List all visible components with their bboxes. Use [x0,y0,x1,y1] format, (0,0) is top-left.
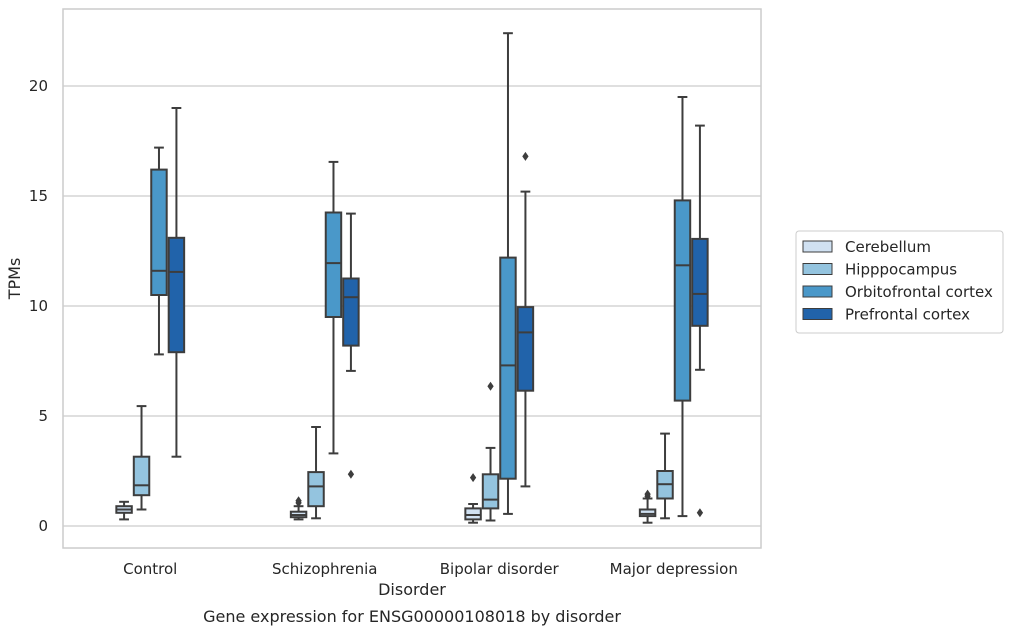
x-tick-labels: Control Schizophrenia Bipolar disorder Majo… [123,560,738,578]
box-iqr [464,507,482,521]
legend-label: Orbitofrontal cortex [845,283,993,301]
x-tick-label: Schizophrenia [272,560,377,578]
box-cerebellum [289,496,308,521]
box-orbitofrontal-cortex [150,146,168,356]
box-hipppocampus [481,381,500,522]
box-iqr [150,168,168,297]
box-iqr [516,306,535,392]
plot-area-frame [62,8,762,549]
box-hipppocampus [132,405,151,511]
outlier-point [696,508,704,518]
box-cerebellum [115,500,133,521]
y-axis-title: TPMs [5,258,24,301]
outlier-point [644,489,651,499]
outlier-point [469,473,477,483]
box-iqr [307,471,325,508]
boxes [115,32,709,524]
box-iqr [167,236,186,354]
box-prefrontal-cortex [691,124,709,518]
y-tick-label: 0 [38,517,48,535]
outlier-point [487,381,494,391]
y-tick-label: 20 [29,77,48,95]
legend: Cerebellum Hipppocampus Orbitofrontal cort… [795,230,1004,334]
box-iqr [342,277,360,347]
outlier-point [295,496,302,506]
legend-label: Hipppocampus [845,261,957,279]
box-iqr [499,256,517,480]
legend-swatch [802,263,833,275]
legend-label: Prefrontal cortex [845,306,970,324]
box-prefrontal-cortex [342,212,360,479]
box-orbitofrontal-cortex [673,96,692,518]
box-hipppocampus [656,432,674,520]
x-tick-label: Bipolar disorder [440,560,560,578]
legend-swatch [802,285,833,298]
x-tick-label: Control [123,560,177,578]
legend-swatch [802,308,833,320]
box-iqr [324,211,343,318]
box-iqr [132,455,151,497]
box-cerebellum [464,473,482,524]
x-axis-title: Disorder [378,580,446,599]
y-tick-label: 5 [38,407,48,425]
y-tick-labels: 0 5 10 15 20 [29,77,48,535]
box-orbitofrontal-cortex [499,32,517,515]
legend-label: Cerebellum [845,238,931,256]
outlier-point [522,151,529,161]
box-iqr [638,508,657,518]
legend-swatch [802,240,833,253]
outlier-point [347,469,355,479]
x-tick-label: Major depression [610,560,738,578]
y-tick-label: 15 [29,187,48,205]
box-iqr [673,199,692,402]
box-hipppocampus [307,426,325,520]
box-orbitofrontal-cortex [324,160,343,455]
box-cerebellum [638,489,657,524]
box-iqr [481,473,500,510]
box-prefrontal-cortex [516,151,535,488]
box-prefrontal-cortex [167,107,186,458]
y-tick-label: 10 [29,297,48,315]
box-iqr [691,237,709,327]
gridlines [63,85,761,527]
chart-caption: Gene expression for ENSG00000108018 by d… [203,607,621,626]
legend-frame [795,230,1004,334]
